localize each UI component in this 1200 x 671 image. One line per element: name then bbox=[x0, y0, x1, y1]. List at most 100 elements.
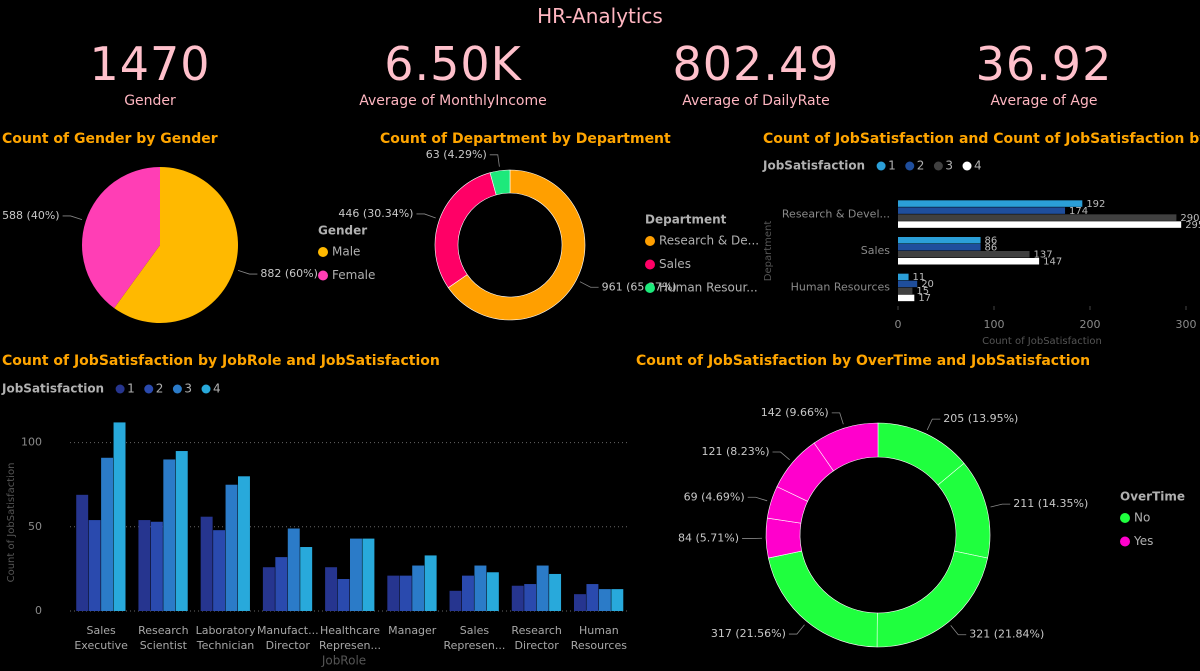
bar bbox=[598, 589, 611, 611]
bar bbox=[200, 516, 213, 611]
data-label: 17 bbox=[918, 293, 931, 304]
legend-label: 1 bbox=[127, 382, 135, 396]
bar bbox=[898, 244, 981, 251]
legend-label: 1 bbox=[888, 159, 896, 173]
kpi-card: 36.92 Average of Age bbox=[894, 36, 1194, 110]
legend-label: Research & De... bbox=[659, 234, 759, 248]
legend-title: Gender bbox=[318, 224, 367, 238]
data-label: 211 (14.35%) bbox=[1013, 497, 1088, 510]
legend-label: Sales bbox=[659, 257, 691, 271]
bar bbox=[88, 520, 101, 611]
bar bbox=[549, 573, 562, 611]
x-tick-label: 200 bbox=[1080, 318, 1101, 331]
data-label: 174 bbox=[1069, 206, 1088, 217]
legend-marker bbox=[645, 236, 655, 246]
kpi-value: 802.49 bbox=[672, 37, 840, 91]
x-tick-label: Laboratory Technician bbox=[195, 624, 256, 652]
bar bbox=[275, 557, 288, 611]
legend-label: 2 bbox=[917, 159, 925, 173]
x-tick-label: Manufact... Director bbox=[256, 624, 319, 652]
y-tick-label: Human Resources bbox=[791, 281, 891, 294]
data-label: 205 (13.95%) bbox=[943, 412, 1018, 425]
bar bbox=[524, 584, 537, 611]
leader-line bbox=[416, 213, 436, 219]
legend-label: 3 bbox=[945, 159, 953, 173]
legend-marker bbox=[933, 161, 943, 171]
x-axis-title: Count of JobSatisfaction bbox=[982, 336, 1102, 347]
bar bbox=[536, 565, 549, 611]
chart-title: Count of JobSatisfaction by JobRole and … bbox=[2, 353, 440, 369]
leader-line bbox=[950, 625, 967, 636]
x-tick-label: 300 bbox=[1176, 318, 1197, 331]
leader-line bbox=[237, 269, 258, 275]
leader-line bbox=[990, 503, 1011, 508]
legend-marker bbox=[144, 384, 154, 394]
legend-label: 3 bbox=[184, 382, 192, 396]
bar bbox=[898, 287, 913, 295]
bar bbox=[898, 200, 1083, 207]
bar bbox=[424, 555, 437, 611]
bar bbox=[76, 494, 89, 611]
bar bbox=[486, 572, 499, 611]
kpi-card: 1470 Gender bbox=[0, 36, 300, 110]
leader-line bbox=[831, 412, 844, 425]
legend-marker bbox=[172, 384, 182, 394]
bar bbox=[362, 538, 375, 611]
data-label: 86 bbox=[985, 243, 998, 254]
kpi-value: 36.92 bbox=[975, 37, 1113, 91]
leader-line bbox=[926, 418, 941, 431]
kpi-label: Average of Age bbox=[990, 93, 1098, 109]
bar bbox=[238, 476, 250, 611]
y-tick-label: 0 bbox=[35, 604, 42, 617]
bar bbox=[138, 520, 151, 611]
data-label: 84 (5.71%) bbox=[678, 532, 739, 545]
kpi-label: Average of DailyRate bbox=[682, 93, 830, 109]
bar bbox=[350, 538, 362, 611]
data-label: 86 bbox=[985, 236, 998, 247]
data-label: 317 (21.56%) bbox=[711, 627, 786, 640]
bar bbox=[150, 521, 163, 611]
legend-marker bbox=[645, 259, 655, 270]
bar bbox=[898, 221, 1182, 228]
data-label: 20 bbox=[921, 279, 934, 290]
y-tick-label: 100 bbox=[21, 436, 42, 449]
bar bbox=[574, 594, 586, 611]
bar bbox=[300, 547, 313, 611]
legend-label: Yes bbox=[1133, 534, 1153, 548]
slice bbox=[813, 422, 879, 472]
data-label: 15 bbox=[916, 286, 929, 297]
bar bbox=[325, 567, 338, 611]
slice bbox=[765, 517, 803, 559]
slice bbox=[489, 169, 511, 196]
legend-marker bbox=[645, 283, 655, 293]
data-label: 321 (21.84%) bbox=[969, 628, 1044, 641]
bar bbox=[898, 273, 909, 281]
legend-marker bbox=[1120, 536, 1130, 547]
y-tick-label: Sales bbox=[861, 244, 891, 257]
legend-label: Human Resour... bbox=[659, 281, 758, 295]
slice bbox=[434, 172, 497, 289]
y-axis-title: Department bbox=[763, 221, 774, 282]
bar bbox=[225, 484, 238, 611]
leader-line bbox=[772, 451, 790, 461]
data-label: 882 (60%) bbox=[260, 267, 318, 280]
legend-marker bbox=[318, 270, 328, 281]
leader-line bbox=[747, 496, 768, 502]
chart-title: Count of JobSatisfaction and Count of Jo… bbox=[763, 131, 1200, 147]
bar bbox=[511, 585, 524, 611]
x-tick-label: Human Resources bbox=[570, 624, 627, 652]
data-label: 63 (4.29%) bbox=[426, 148, 487, 161]
kpi-value: 1470 bbox=[89, 37, 211, 91]
leader-line bbox=[489, 154, 500, 167]
bar bbox=[399, 575, 412, 611]
chart-title: Count of Department by Department bbox=[380, 131, 671, 147]
kpi-label: Gender bbox=[124, 93, 176, 109]
data-label: 121 (8.23%) bbox=[702, 445, 770, 458]
bar bbox=[213, 530, 226, 611]
chart-title: Count of Gender by Gender bbox=[2, 131, 218, 147]
bar bbox=[387, 575, 400, 611]
bar bbox=[474, 565, 487, 611]
bar bbox=[898, 237, 981, 244]
